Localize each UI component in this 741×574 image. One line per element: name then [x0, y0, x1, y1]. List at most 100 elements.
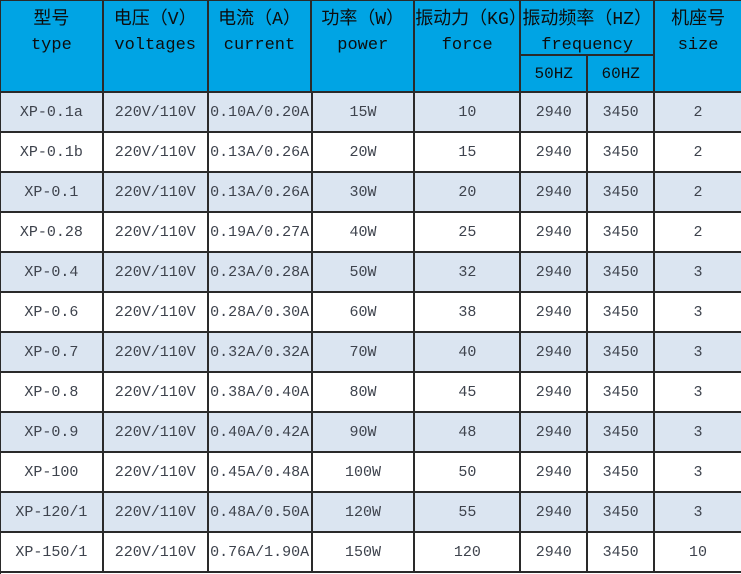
cell-type: XP-0.1b — [1, 133, 104, 171]
cell-type: XP-0.28 — [1, 213, 104, 251]
table-header: 型号 type 电压（V） voltages 电流（A） current 功率（… — [1, 1, 741, 93]
cell-freq-50hz: 2940 — [521, 533, 589, 571]
cell-freq-60hz: 3450 — [588, 373, 656, 411]
cell-current: 0.28A/0.30A — [209, 293, 313, 331]
cell-type: XP-0.8 — [1, 373, 104, 411]
cell-force: 40 — [415, 333, 522, 371]
header-force: 振动力（KG） force — [415, 1, 527, 91]
cell-power: 150W — [313, 533, 416, 571]
cell-size: 2 — [693, 223, 703, 241]
cell-power: 15W — [313, 93, 416, 131]
cell-type: XP-120/1 — [1, 493, 104, 531]
cell-power: 100W — [313, 453, 416, 491]
header-force-en: force — [441, 36, 493, 55]
header-size-en: size — [677, 36, 719, 55]
cell-voltage: 220V/110V — [104, 373, 209, 411]
cell-current: 0.38A/0.40A — [209, 373, 313, 411]
header-size: 机座号 size — [655, 1, 741, 91]
cell-freq-60hz: 3450 — [588, 213, 656, 251]
cell-freq-50hz: 2940 — [521, 133, 589, 171]
cell-voltage: 220V/110V — [104, 493, 209, 531]
cell-power: 40W — [313, 213, 416, 251]
cell-current: 0.32A/0.32A — [209, 333, 313, 371]
cell-power: 90W — [313, 413, 416, 451]
cell-current: 0.10A/0.20A — [209, 93, 313, 131]
cell-power: 20W — [313, 133, 416, 171]
cell-voltage: 220V/110V — [104, 533, 209, 571]
cell-freq-50hz: 2940 — [521, 453, 589, 491]
header-current-en: current — [223, 36, 296, 55]
cell-type: XP-0.1a — [1, 93, 104, 131]
header-60hz: 60HZ — [601, 64, 640, 83]
cell-freq-60hz: 3450 — [588, 93, 656, 131]
cell-voltage: 220V/110V — [104, 453, 209, 491]
header-frequency-title: 振动频率（HZ） frequency — [521, 1, 654, 56]
cell-power: 80W — [313, 373, 416, 411]
cell-power: 120W — [313, 493, 416, 531]
cell-current: 0.48A/0.50A — [209, 493, 313, 531]
cell-power: 60W — [313, 293, 416, 331]
cell-force: 20 — [415, 173, 522, 211]
cell-size: 3 — [693, 503, 703, 521]
cell-size: 3 — [693, 343, 703, 361]
cell-type: XP-0.6 — [1, 293, 104, 331]
cell-force: 48 — [415, 413, 522, 451]
cell-force: 25 — [415, 213, 522, 251]
cell-freq-60hz: 3450 — [588, 533, 656, 571]
cell-voltage: 220V/110V — [104, 293, 209, 331]
cell-size: 3 — [693, 463, 703, 481]
cell-force: 55 — [415, 493, 522, 531]
header-current-zh: 电流（A） — [218, 10, 301, 30]
cell-freq-50hz: 2940 — [521, 213, 589, 251]
cell-force: 120 — [415, 533, 522, 571]
table-row: XP-120/1 220V/110V 0.48A/0.50A 120W 55 2940 34… — [1, 493, 741, 533]
table-row: XP-0.4 220V/110V 0.23A/0.28A 50W 32 2940 3450 3 — [1, 253, 741, 293]
cell-voltage: 220V/110V — [104, 213, 209, 251]
cell-current: 0.13A/0.26A — [209, 133, 313, 171]
cell-force: 15 — [415, 133, 522, 171]
table-row: XP-0.8 220V/110V 0.38A/0.40A 80W 45 2940 3450 3 — [1, 373, 741, 413]
header-voltage: 电压（V） voltages — [104, 1, 209, 91]
cell-freq-60hz: 3450 — [588, 133, 656, 171]
cell-size: 10 — [689, 543, 708, 561]
table-row: XP-0.6 220V/110V 0.28A/0.30A 60W 38 2940 3450 3 — [1, 293, 741, 333]
cell-type: XP-0.1 — [1, 173, 104, 211]
cell-freq-50hz: 2940 — [521, 413, 589, 451]
cell-force: 50 — [415, 453, 522, 491]
cell-freq-60hz: 3450 — [588, 333, 656, 371]
header-power: 功率（W） power — [312, 1, 416, 91]
table-row: XP-0.1 220V/110V 0.13A/0.26A 30W 20 2940 3450 2 — [1, 173, 741, 213]
cell-force: 38 — [415, 293, 522, 331]
header-50hz: 50HZ — [521, 56, 589, 91]
cell-size: 3 — [693, 423, 703, 441]
cell-freq-50hz: 2940 — [521, 333, 589, 371]
header-type: 型号 type — [1, 1, 104, 91]
cell-freq-60hz: 3450 — [588, 493, 656, 531]
cell-power: 70W — [313, 333, 416, 371]
cell-freq-50hz: 2940 — [521, 253, 589, 291]
cell-voltage: 220V/110V — [104, 413, 209, 451]
cell-freq-60hz: 3450 — [588, 173, 656, 211]
cell-freq-50hz: 2940 — [521, 293, 589, 331]
cell-freq-60hz: 3450 — [588, 293, 656, 331]
cell-type: XP-0.7 — [1, 333, 104, 371]
cell-force: 32 — [415, 253, 522, 291]
cell-power: 30W — [313, 173, 416, 211]
header-force-zh: 振动力（KG） — [415, 10, 527, 30]
cell-freq-60hz: 3450 — [588, 413, 656, 451]
table-row: XP-0.28 220V/110V 0.19A/0.27A 40W 25 2940 3450… — [1, 213, 741, 253]
cell-type: XP-0.9 — [1, 413, 104, 451]
header-type-en: type — [30, 36, 72, 55]
cell-type: XP-0.4 — [1, 253, 104, 291]
header-type-zh: 型号 — [33, 10, 70, 30]
header-frequency: 振动频率（HZ） frequency 50HZ 60HZ — [521, 1, 656, 91]
cell-size: 2 — [693, 103, 703, 121]
cell-voltage: 220V/110V — [104, 133, 209, 171]
header-frequency-subrow: 50HZ 60HZ — [521, 56, 653, 91]
table-row: XP-100 220V/110V 0.45A/0.48A 100W 50 2940 3450… — [1, 453, 741, 493]
cell-freq-50hz: 2940 — [521, 93, 589, 131]
cell-freq-50hz: 2940 — [521, 373, 589, 411]
cell-size: 2 — [693, 143, 703, 161]
cell-voltage: 220V/110V — [104, 333, 209, 371]
